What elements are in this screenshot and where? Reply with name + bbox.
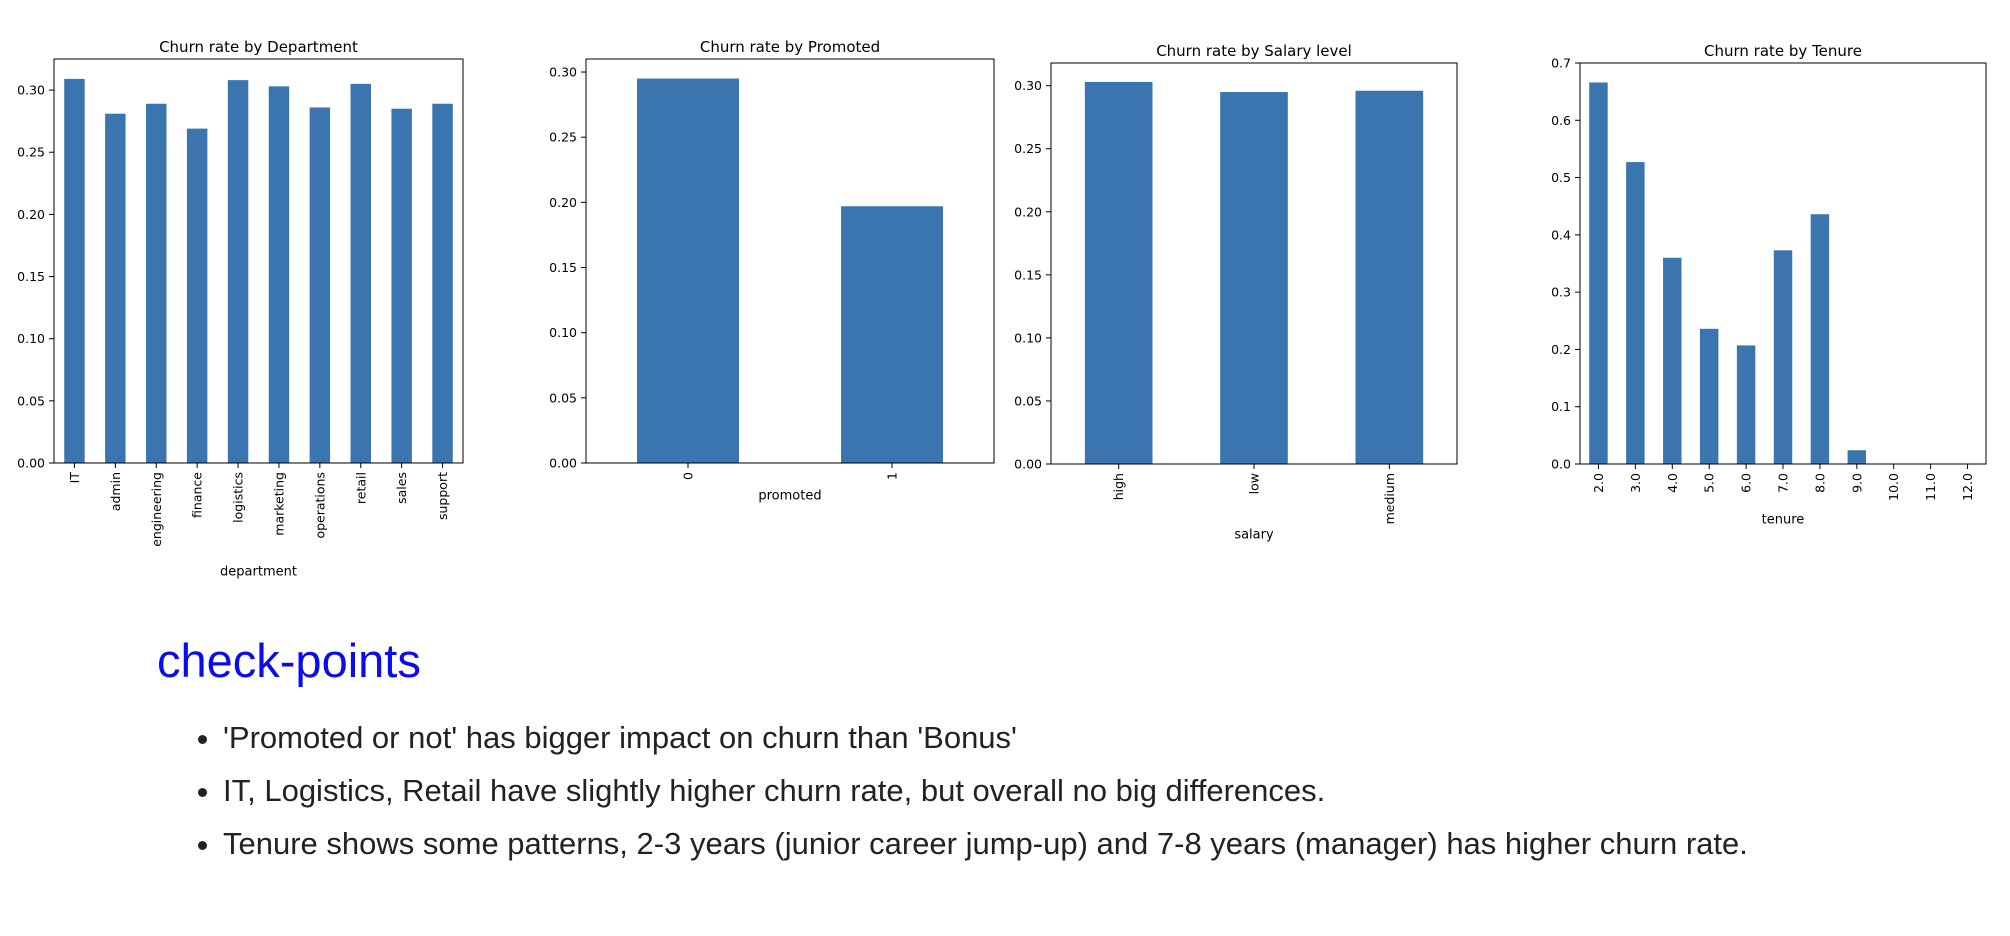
- y-tick-label: 0.25: [17, 145, 45, 160]
- chart-department: 0.00 0.05 0.10 0.15 0.20 0.25 0.30 IT admin engin…: [17, 38, 464, 580]
- y-tick-label: 0.10: [549, 325, 577, 340]
- bar-tenure-9.0: [1847, 450, 1867, 464]
- bar-salary-medium: [1355, 90, 1424, 465]
- x-tick-label: 10.0: [1886, 473, 1901, 501]
- y-tick-label: 0.7: [1551, 56, 1571, 71]
- bar-department-sales: [391, 108, 412, 463]
- x-tick-label: engineering: [149, 472, 164, 547]
- checkpoints-heading: check-points: [157, 634, 421, 687]
- bar-promoted-0: [637, 78, 739, 463]
- axes-frame: [53, 58, 464, 464]
- x-tick-label: 6.0: [1739, 473, 1754, 493]
- bar-tenure-3.0: [1626, 162, 1645, 464]
- bar-department-IT: [64, 78, 85, 464]
- x-tick-label: operations: [312, 472, 327, 539]
- x-tick-label: 9.0: [1849, 473, 1864, 493]
- x-tick-label: 11.0: [1923, 473, 1938, 501]
- y-tick-label: 0.2: [1551, 342, 1571, 357]
- bar-promoted-1: [841, 206, 943, 463]
- axes-frame: [585, 58, 995, 464]
- x-tick-label: 8.0: [1812, 473, 1827, 493]
- x-tick-label: 12.0: [1960, 473, 1975, 501]
- x-tick-label: 2.0: [1591, 473, 1606, 493]
- bar-department-operations: [309, 107, 331, 463]
- x-axis-label: salary: [1234, 528, 1274, 543]
- y-tick-label: 0.05: [549, 390, 577, 405]
- bar-department-retail: [350, 83, 371, 463]
- y-tick-label: 0.4: [1551, 227, 1571, 242]
- x-tick-label: 3.0: [1628, 473, 1643, 493]
- x-tick-label: medium: [1382, 473, 1397, 524]
- y-tick-label: 0.20: [1014, 204, 1042, 219]
- y-tick-label: 0.10: [17, 331, 45, 346]
- y-tick-label: 0.30: [1014, 78, 1042, 93]
- bar-tenure-6.0: [1736, 345, 1756, 464]
- x-tick-label: finance: [190, 472, 205, 518]
- checkpoint-item: Tenure shows some patterns, 2-3 years (j…: [223, 826, 1977, 862]
- checkpoints-section: check-points 'Promoted or not' has bigge…: [157, 628, 1977, 879]
- bar-department-marketing: [268, 86, 290, 464]
- y-tick-label: 0.20: [549, 195, 577, 210]
- chart-tenure: 0.0 0.1 0.2 0.3 0.4 0.5 0.6 0.7 2.0 3.0 4.0 5.0 6.0 7…: [1551, 42, 1987, 527]
- y-tick-label: 0.30: [549, 65, 577, 80]
- bar-department-finance: [186, 128, 208, 463]
- x-tick-label: marketing: [271, 472, 286, 536]
- bar-tenure-7.0: [1773, 250, 1793, 464]
- bar-tenure-2.0: [1589, 82, 1608, 464]
- y-tick-label: 0.00: [1014, 457, 1042, 472]
- x-tick-label: sales: [394, 472, 409, 504]
- y-tick-label: 0.25: [1014, 141, 1042, 156]
- y-tick-label: 0.1: [1551, 399, 1571, 414]
- x-axis-label: department: [220, 565, 297, 580]
- y-tick-label: 0.00: [17, 456, 45, 471]
- x-axis-label: promoted: [758, 489, 821, 504]
- x-tick-label: low: [1247, 473, 1262, 494]
- chart-salary: 0.00 0.05 0.10 0.15 0.20 0.25 0.30 high low mediu…: [1014, 42, 1458, 543]
- chart-title: Churn rate by Salary level: [1156, 42, 1352, 60]
- bar-salary-high: [1084, 81, 1153, 464]
- x-tick-label: admin: [108, 472, 123, 511]
- y-tick-label: 0.05: [1014, 393, 1042, 408]
- y-tick-label: 0.15: [549, 260, 577, 275]
- x-tick-label: retail: [353, 472, 368, 504]
- bar-department-logistics: [227, 80, 249, 463]
- bar-tenure-8.0: [1810, 214, 1830, 464]
- y-tick-label: 0.5: [1551, 170, 1571, 185]
- x-tick-label: 7.0: [1776, 473, 1791, 493]
- y-tick-label: 0.15: [17, 269, 45, 284]
- x-tick-label: 5.0: [1702, 473, 1717, 493]
- checkpoint-item: IT, Logistics, Retail have slightly high…: [223, 773, 1977, 809]
- x-tick-label: IT: [67, 472, 82, 484]
- y-tick-label: 0.15: [1014, 267, 1042, 282]
- x-tick-label: 4.0: [1665, 473, 1680, 493]
- y-tick-label: 0.20: [17, 207, 45, 222]
- chart-title: Churn rate by Promoted: [700, 38, 880, 56]
- bar-salary-low: [1220, 92, 1288, 464]
- bar-tenure-5.0: [1699, 328, 1719, 464]
- x-tick-label: high: [1111, 473, 1126, 500]
- bar-department-engineering: [146, 103, 167, 464]
- x-axis-label: tenure: [1762, 512, 1805, 527]
- y-tick-label: 0.6: [1551, 113, 1571, 128]
- y-tick-label: 0.3: [1551, 285, 1571, 300]
- y-tick-label: 0.00: [549, 456, 577, 471]
- bar-department-admin: [105, 113, 126, 464]
- bar-tenure-4.0: [1663, 257, 1682, 464]
- x-tick-label: logistics: [231, 472, 246, 523]
- x-tick-label: 1: [885, 472, 900, 480]
- x-tick-label: support: [435, 472, 450, 520]
- bar-department-support: [432, 103, 453, 464]
- chart-promoted: 0.00 0.05 0.10 0.15 0.20 0.25 0.30 0 1 Churn rate…: [549, 38, 995, 504]
- y-tick-label: 0.05: [17, 393, 45, 408]
- y-tick-label: 0.25: [549, 130, 577, 145]
- chart-title: Churn rate by Department: [159, 38, 358, 56]
- checkpoint-item: 'Promoted or not' has bigger impact on c…: [223, 720, 1977, 756]
- x-tick-label: 0: [681, 472, 696, 480]
- y-tick-label: 0.0: [1551, 457, 1571, 472]
- y-tick-label: 0.10: [1014, 330, 1042, 345]
- checkpoints-list: 'Promoted or not' has bigger impact on c…: [157, 720, 1977, 862]
- chart-title: Churn rate by Tenure: [1704, 42, 1862, 60]
- y-tick-label: 0.30: [17, 83, 45, 98]
